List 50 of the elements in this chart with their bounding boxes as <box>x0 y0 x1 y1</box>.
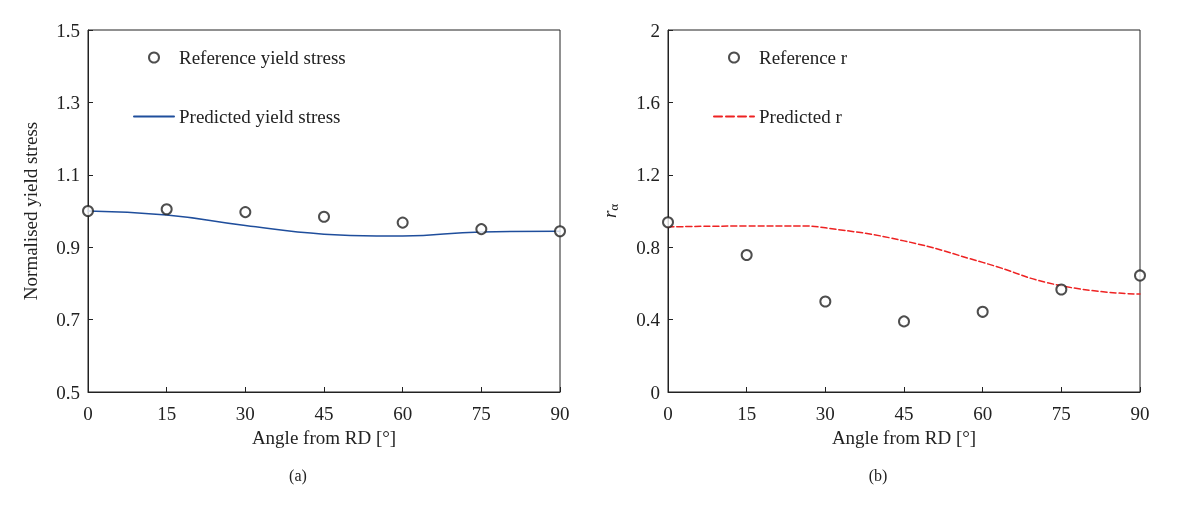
x-tick-label: 0 <box>663 403 673 424</box>
point <box>819 295 832 308</box>
y-tick-label: 1.1 <box>56 164 80 186</box>
x-axis-title: Angle from RD [°] <box>831 427 977 448</box>
y-tick-label: 2 <box>650 19 660 41</box>
y-tick-label: 1.5 <box>56 19 80 41</box>
text: (b) <box>868 466 888 485</box>
y-tick-label: 1.6 <box>636 91 660 113</box>
y-tick-label: 0.8 <box>636 236 660 258</box>
legend-label: Predicted r <box>759 106 843 127</box>
point <box>740 248 753 261</box>
x-tick-label: 0 <box>83 403 93 424</box>
legend-label: Predicted yield stress <box>179 106 341 127</box>
point <box>1055 283 1068 296</box>
x-tick-label: 30 <box>815 403 835 424</box>
y-axis-title: Normalised yield stress <box>20 121 41 301</box>
x-tick-label: 75 <box>471 403 491 424</box>
point <box>662 216 674 229</box>
legend-label: Reference yield stress <box>179 47 346 68</box>
x-tick-label: 90 <box>550 403 570 424</box>
y-tick-label: 1.2 <box>636 164 660 186</box>
point <box>318 210 330 223</box>
point <box>976 305 989 318</box>
y-tick-label: 0.5 <box>56 381 80 403</box>
x-tick-label: 45 <box>894 403 914 424</box>
y-tick-label: 0.9 <box>56 236 80 258</box>
point <box>239 206 252 219</box>
point <box>1134 269 1146 282</box>
point <box>554 225 566 238</box>
text: (a) <box>289 466 307 485</box>
x-tick-label: 60 <box>393 403 413 424</box>
x-axis-title: Angle from RD [°] <box>251 427 397 448</box>
x-tick-label: 45 <box>314 403 334 424</box>
y-axis-title: rα <box>599 203 621 219</box>
point <box>898 315 910 328</box>
point <box>396 216 409 229</box>
x-tick-label: 30 <box>235 403 255 424</box>
point <box>475 223 488 236</box>
x-tick-label: 60 <box>973 403 993 424</box>
y-tick-label: 0.7 <box>56 309 80 331</box>
x-tick-label: 90 <box>1130 403 1150 424</box>
point <box>160 203 173 216</box>
y-tick-label: 1.3 <box>56 91 80 113</box>
x-tick-label: 75 <box>1051 403 1071 424</box>
x-tick-label: 15 <box>737 403 757 424</box>
y-tick-label: 0 <box>650 381 660 403</box>
point <box>82 205 94 217</box>
x-tick-label: 15 <box>157 403 177 424</box>
y-tick-label: 0.4 <box>636 309 661 331</box>
legend-label: Reference r <box>759 47 848 68</box>
